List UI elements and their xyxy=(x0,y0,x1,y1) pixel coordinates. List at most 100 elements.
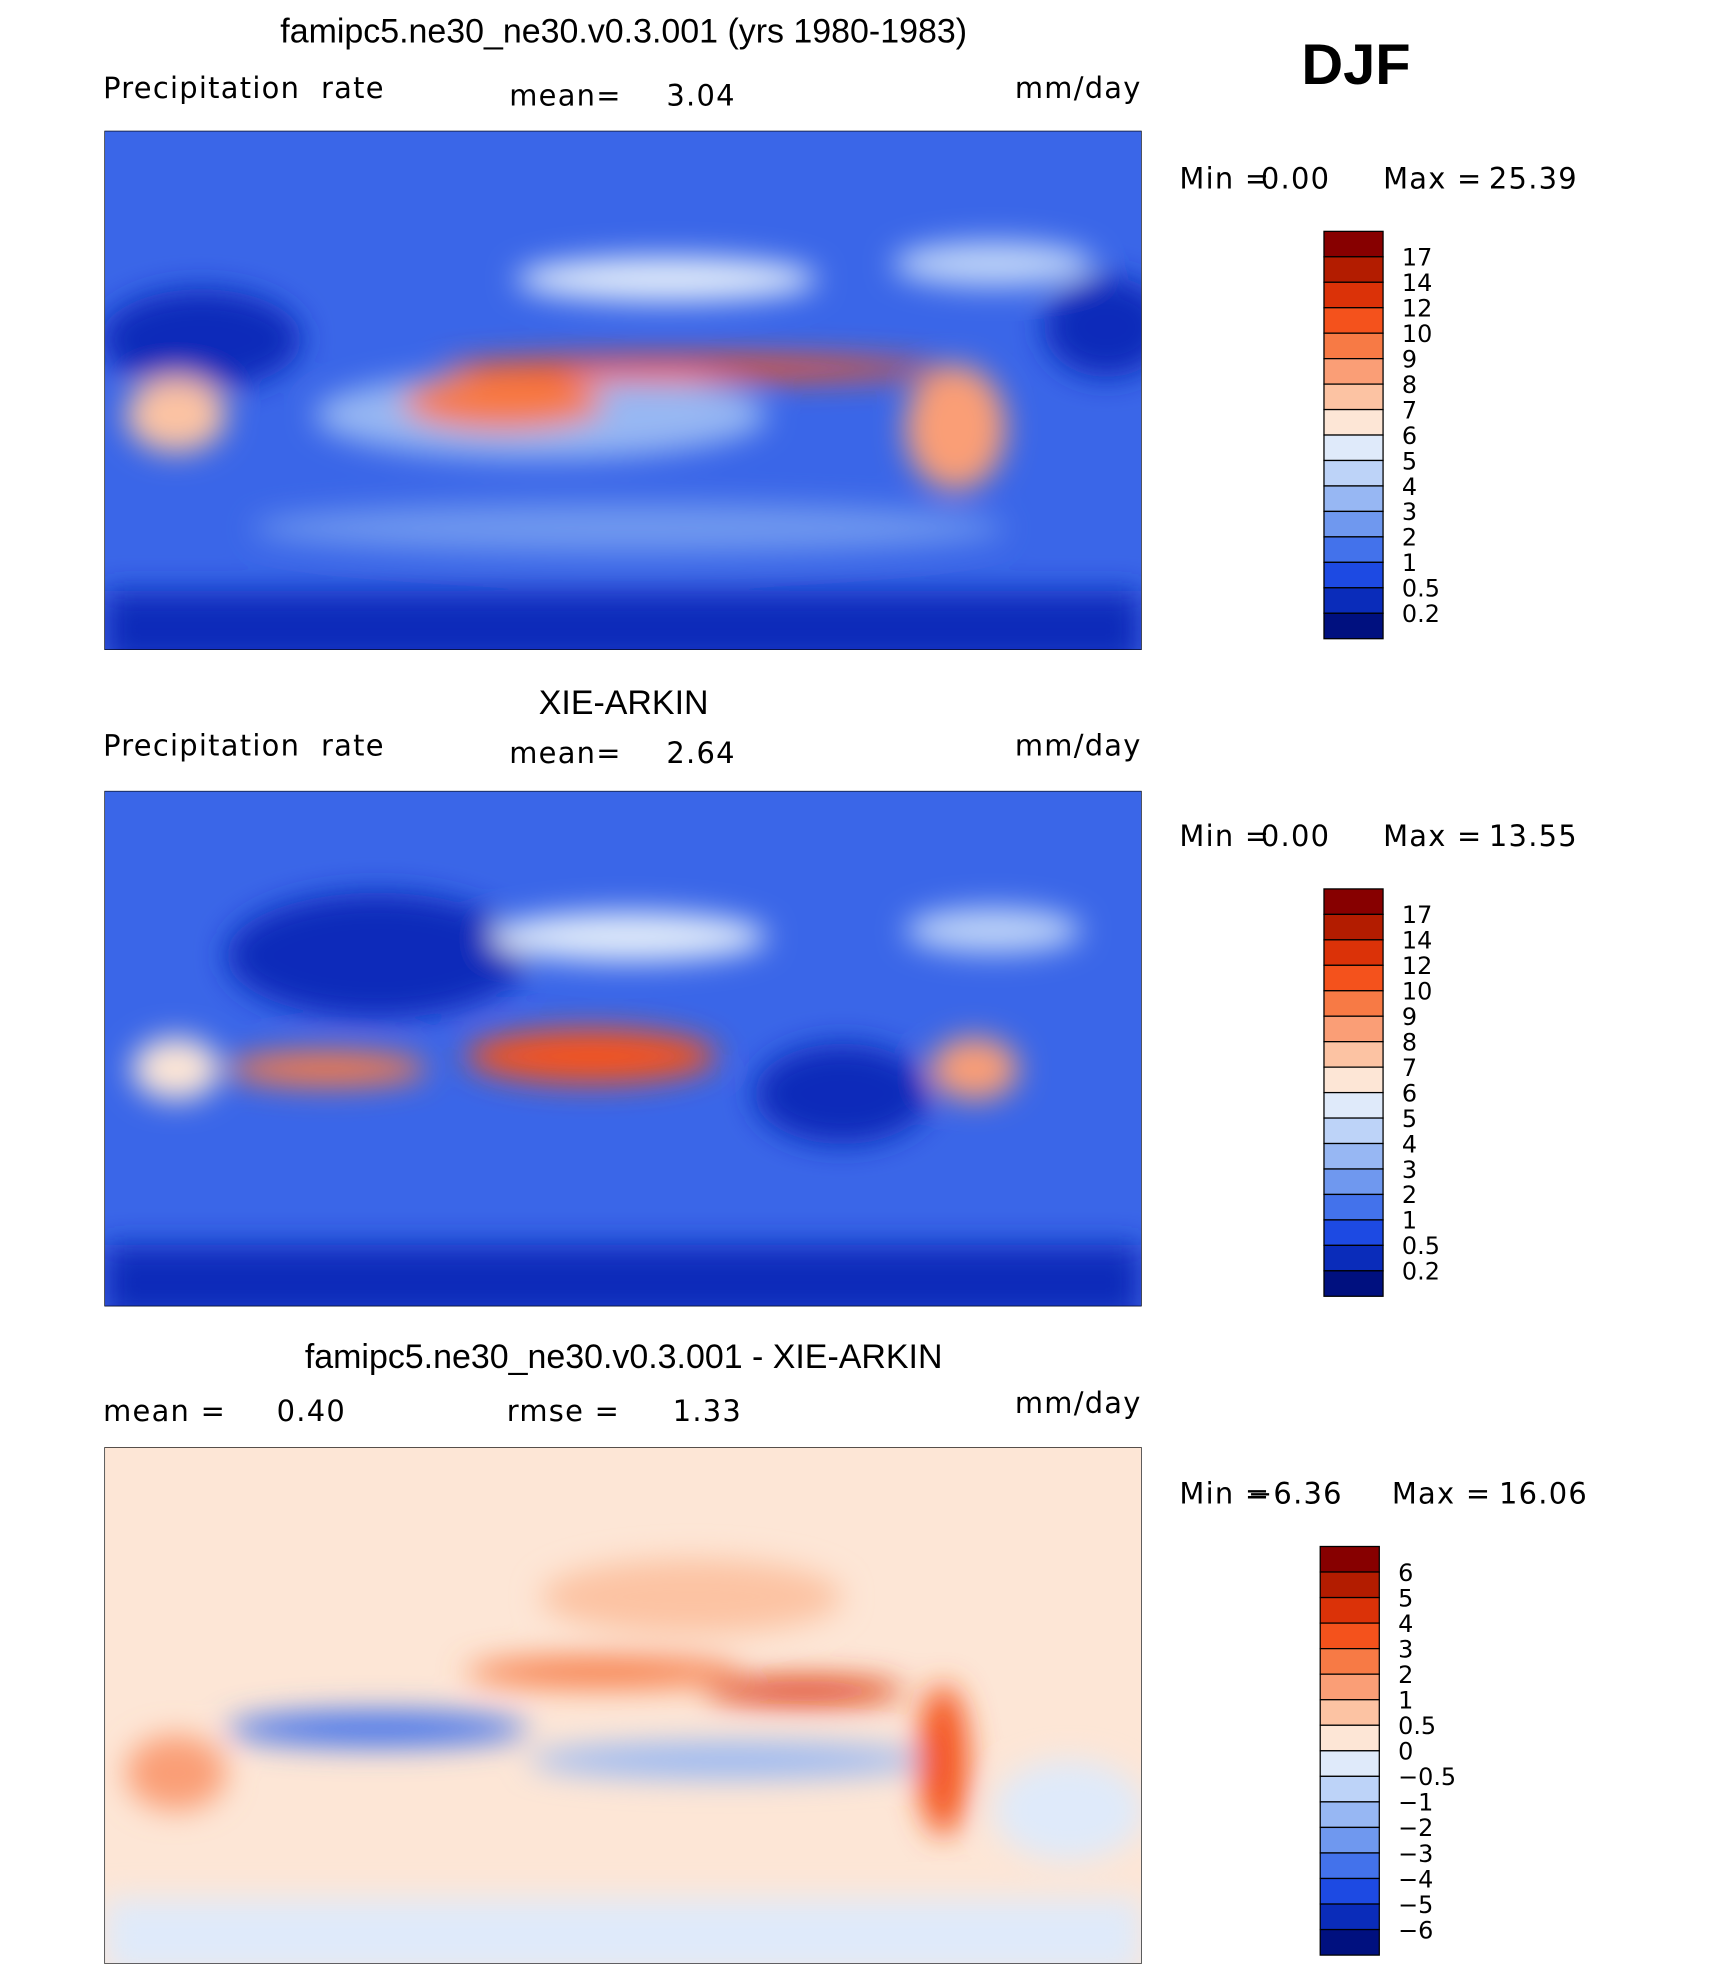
colorbar-box xyxy=(1323,230,1384,258)
colorbar-label: −3 xyxy=(1398,1840,1433,1868)
colorbar-label: 4 xyxy=(1398,1610,1413,1638)
stat-value: 1.33 xyxy=(673,1394,742,1428)
colorbar-box xyxy=(1319,1673,1380,1701)
min-label: Min = xyxy=(1179,1477,1270,1511)
max-label: Max = xyxy=(1392,1477,1491,1511)
colorbar-label: 7 xyxy=(1402,396,1417,424)
colorbar-label: 0.5 xyxy=(1402,1232,1440,1260)
stat-value: 0.40 xyxy=(277,1394,346,1428)
colorbar-label: 3 xyxy=(1402,498,1417,526)
colorbar-box xyxy=(1323,1168,1384,1196)
season-label: DJF xyxy=(1301,33,1410,97)
colorbar-box xyxy=(1323,939,1384,966)
stat-value: 2.64 xyxy=(666,736,735,770)
panel-title: XIE-ARKIN xyxy=(539,684,709,722)
colorbar-label: 8 xyxy=(1402,1028,1417,1056)
map xyxy=(104,790,1142,1307)
stat-label: mean= xyxy=(509,736,621,770)
colorbar-box xyxy=(1319,1826,1380,1854)
colorbar-label: 14 xyxy=(1402,269,1432,297)
map xyxy=(104,1447,1142,1964)
colorbar-label: 0 xyxy=(1398,1738,1413,1766)
colorbar-label: 4 xyxy=(1402,473,1417,501)
colorbar-box xyxy=(1323,561,1384,589)
colorbar-label: 1 xyxy=(1402,549,1417,577)
colorbar-label: 2 xyxy=(1402,524,1417,552)
min-label: Min = xyxy=(1179,819,1270,853)
colorbar-label: −1 xyxy=(1398,1789,1433,1817)
colorbar-label: 9 xyxy=(1402,345,1417,373)
colorbar-label: 1 xyxy=(1398,1687,1413,1715)
variable-label: Precipitation rate xyxy=(103,729,385,763)
colorbar-box xyxy=(1319,1699,1380,1726)
colorbar-box xyxy=(1323,459,1384,487)
colorbar-label: 12 xyxy=(1402,952,1432,980)
colorbar-label: 2 xyxy=(1402,1181,1417,1209)
colorbar-label: 7 xyxy=(1402,1054,1417,1082)
colorbar-box xyxy=(1323,990,1384,1017)
min-value: 0.00 xyxy=(1261,819,1330,853)
colorbar-box xyxy=(1319,1775,1380,1803)
colorbar-box xyxy=(1323,281,1384,309)
colorbar-label: 12 xyxy=(1402,295,1432,323)
colorbar-box xyxy=(1319,1877,1380,1905)
colorbar-box xyxy=(1323,485,1384,513)
colorbar-box xyxy=(1323,307,1384,334)
colorbar-label: −5 xyxy=(1398,1891,1433,1919)
colorbar-label: 5 xyxy=(1402,1105,1417,1133)
stat-value: 3.04 xyxy=(666,79,735,113)
colorbar-label: 17 xyxy=(1402,244,1432,272)
colorbar-box xyxy=(1323,1244,1384,1272)
colorbar-box xyxy=(1323,256,1384,283)
colorbar-box xyxy=(1323,1091,1384,1119)
colorbar-label: 5 xyxy=(1402,447,1417,475)
min-value: 0.00 xyxy=(1261,162,1330,196)
colorbar-box xyxy=(1319,1801,1380,1829)
stat-label: mean = xyxy=(103,1394,226,1428)
variable-label: Precipitation rate xyxy=(103,71,385,105)
stat-label: mean= xyxy=(509,79,621,113)
panel-title: famipc5.ne30_ne30.v0.3.001 (yrs 1980-198… xyxy=(280,13,967,51)
colorbar-box xyxy=(1323,587,1384,614)
colorbar-label: 0.5 xyxy=(1398,1712,1436,1740)
colorbar-label: 14 xyxy=(1402,927,1432,955)
colorbar-label: 0.2 xyxy=(1402,600,1440,628)
colorbar-label: −0.5 xyxy=(1398,1763,1456,1791)
map xyxy=(104,130,1142,651)
max-value: 25.39 xyxy=(1489,162,1578,196)
colorbar-box xyxy=(1323,358,1384,385)
colorbar-box xyxy=(1319,1596,1380,1624)
colorbar-box xyxy=(1323,964,1384,992)
colorbar-box xyxy=(1323,1142,1384,1170)
colorbar-label: −2 xyxy=(1398,1814,1433,1842)
colorbar-box xyxy=(1323,536,1384,563)
colorbar-label: 10 xyxy=(1402,320,1432,348)
colorbar-label: 0.5 xyxy=(1402,575,1440,603)
colorbar-box xyxy=(1323,383,1384,411)
colorbar-label: 8 xyxy=(1402,371,1417,399)
colorbar-label: −4 xyxy=(1398,1865,1433,1893)
colorbar-box xyxy=(1319,1571,1380,1599)
max-value: 16.06 xyxy=(1499,1477,1588,1511)
colorbar-label: 3 xyxy=(1402,1156,1417,1184)
colorbar-label: 1 xyxy=(1402,1207,1417,1235)
colorbar-label: 4 xyxy=(1402,1130,1417,1158)
colorbar-box xyxy=(1323,888,1384,916)
colorbar-box xyxy=(1319,1545,1380,1573)
colorbar-box xyxy=(1323,510,1384,538)
max-label: Max = xyxy=(1383,162,1482,196)
colorbar-label: −6 xyxy=(1398,1916,1433,1944)
colorbar-label: 2 xyxy=(1398,1661,1413,1689)
colorbar-box xyxy=(1319,1903,1380,1931)
stat-label: rmse = xyxy=(507,1394,620,1428)
colorbar-box xyxy=(1323,1193,1384,1221)
colorbar-box xyxy=(1323,1066,1384,1094)
min-label: Min = xyxy=(1179,162,1270,196)
units-label: mm/day xyxy=(1015,1386,1142,1420)
colorbar-box xyxy=(1319,1648,1380,1675)
panel-title: famipc5.ne30_ne30.v0.3.001 - XIE-ARKIN xyxy=(305,1338,943,1376)
colorbar-box xyxy=(1323,913,1384,941)
colorbar-box xyxy=(1319,1928,1380,1956)
colorbar-box xyxy=(1319,1724,1380,1752)
